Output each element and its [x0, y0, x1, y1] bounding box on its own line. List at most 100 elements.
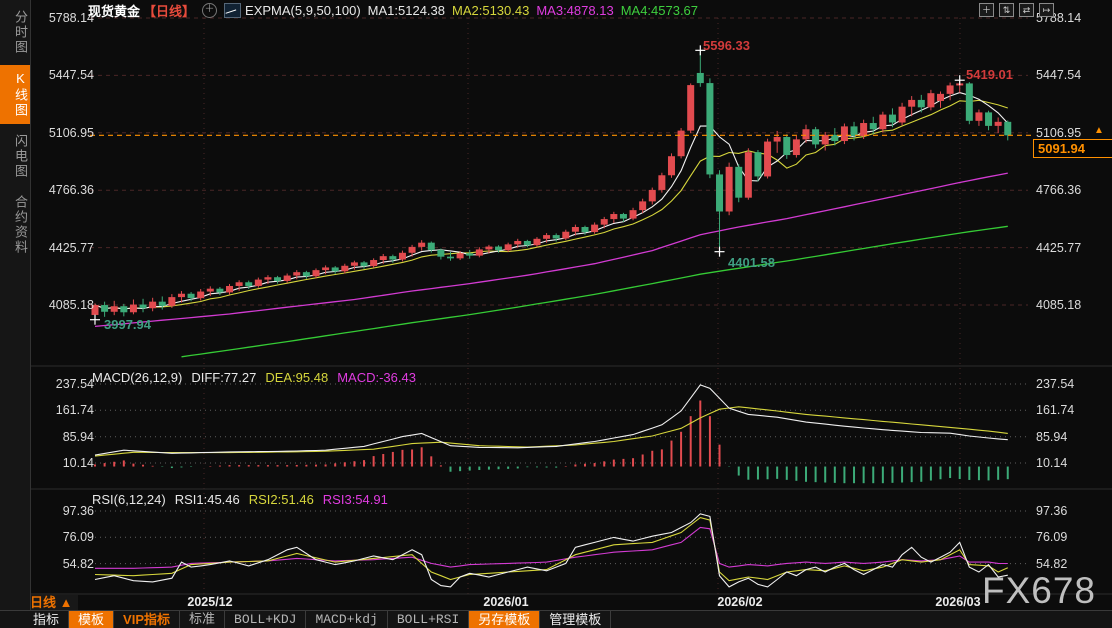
crosshair-icon[interactable]: ＋ [979, 3, 994, 17]
main-axis-label-right: 5447.54 [1036, 68, 1082, 83]
expma-chart-icon [224, 2, 242, 18]
toolbar-tab-6[interactable]: BOLL+RSI [388, 611, 470, 628]
macd-dea-line [94, 406, 1008, 457]
main-axis-label-left: 5106.95 [48, 125, 94, 140]
rsi-axis-label-right: 76.09 [1036, 530, 1068, 545]
toolbar-tab-4[interactable]: BOLL+KDJ [225, 611, 307, 628]
macd-axis-label-left: 85.94 [62, 429, 94, 444]
toolbar-tab-7[interactable]: 另存模板 [469, 611, 541, 628]
candle-body [792, 139, 800, 156]
candle-body [543, 235, 551, 239]
ma3-line [94, 172, 1008, 328]
symbol-title: 现货黄金 [88, 3, 141, 19]
candle-body [610, 214, 618, 220]
candle-body [235, 282, 243, 286]
rsi-axis-label-left: 97.36 [62, 504, 94, 518]
candle-body [687, 85, 695, 131]
ma4-value: MA4:4573.67 [620, 2, 699, 18]
toolbar-tab-0[interactable]: 指标 [24, 611, 70, 628]
candle-body [293, 272, 301, 276]
candle-body [619, 214, 627, 219]
candle-body [158, 301, 166, 306]
candle-body [812, 129, 820, 145]
candle-body [177, 293, 185, 298]
period-selector[interactable]: 日线 ▲ [24, 595, 79, 610]
candle-body [600, 219, 608, 225]
toolbar-tab-1[interactable]: 模板 [69, 611, 115, 628]
macd-axis-label-right: 237.54 [1036, 377, 1075, 391]
candle-body [398, 252, 406, 260]
candle-body [408, 246, 416, 253]
sidebar-item-0[interactable]: 分时图 [13, 10, 28, 55]
candle-body [994, 121, 1002, 126]
candle-body [937, 93, 945, 101]
candle-body [302, 272, 310, 277]
chart-header: 现货黄金 【日线】 ＋ EXPMA(5,9,50,100) MA1:5124.3… [88, 2, 699, 19]
candle-body [245, 282, 253, 286]
main-axis-label-left: 4766.36 [48, 183, 94, 198]
candle-body [168, 297, 176, 306]
rsi2-value: RSI2:51.46 [248, 492, 314, 507]
time-axis: 日线 ▲ 2025/12 2026/01 2026/02 2026/03 [0, 595, 1112, 610]
candle-body [744, 152, 752, 198]
candle-body [110, 306, 118, 312]
candle-body [840, 126, 848, 142]
candle-body [802, 129, 810, 140]
candle-body [888, 114, 896, 123]
rsi3-value: RSI3:54.91 [322, 492, 388, 507]
candle-body [716, 174, 724, 212]
rsi-axis-label-right: 54.82 [1036, 556, 1068, 571]
add-indicator-icon[interactable]: ＋ [202, 2, 218, 18]
sidebar-item-3[interactable]: 合约资料 [13, 195, 28, 255]
price-annotation: 4401.58 [728, 255, 775, 270]
macd-axis-label-right: 161.74 [1036, 403, 1075, 418]
main-axis-label-left: 5788.14 [48, 11, 94, 25]
x-axis-scale-icon[interactable]: ⇄ [1019, 3, 1034, 17]
candle-body [975, 112, 983, 121]
toolbar-tab-5[interactable]: MACD+kdj [306, 611, 388, 628]
macd-diff-line [94, 384, 1008, 456]
candle-body [860, 123, 868, 136]
toolbar-tab-3[interactable]: 标准 [180, 611, 226, 628]
ma2-value: MA2:5130.43 [452, 2, 530, 18]
candle-body [120, 306, 128, 313]
candle-body [696, 72, 704, 84]
sidebar-item-1[interactable]: K线图 [0, 65, 30, 124]
candle-body [735, 166, 743, 198]
candle-body [898, 106, 906, 123]
candle-body [831, 134, 839, 142]
candle-body [725, 166, 733, 212]
candle-body [283, 275, 291, 281]
candle-body [379, 256, 387, 261]
pan-right-icon[interactable]: ↦ [1039, 3, 1054, 17]
macd-diff-value: DIFF:77.27 [191, 370, 257, 385]
candle-body [370, 260, 378, 267]
candle-body [101, 305, 109, 312]
rsi1-value: RSI1:45.46 [174, 492, 240, 507]
candle-body [821, 134, 829, 145]
candle-body [667, 156, 675, 176]
rsi2-line [94, 516, 1009, 582]
y-axis-scale-icon[interactable]: ⇅ [999, 3, 1014, 17]
candle-body [773, 137, 781, 142]
candle-body [927, 93, 935, 108]
candle-body [312, 270, 320, 277]
candle-body [331, 267, 339, 272]
toolbar-tab-8[interactable]: 管理模板 [540, 611, 612, 628]
rsi-axis-label-left: 76.09 [62, 530, 94, 545]
candle-body [591, 224, 599, 233]
ma4-line [181, 225, 1008, 358]
macd-header: MACD(26,12,9) DIFF:77.27 DEA:95.48 MACD:… [92, 370, 416, 385]
price-annotation: 5596.33 [703, 38, 750, 53]
macd-name: MACD(26,12,9) [92, 370, 183, 385]
candle-body [187, 293, 195, 299]
candle-body [754, 152, 762, 177]
toolbar-tab-2[interactable]: VIP指标 [114, 611, 180, 628]
candle-body [206, 288, 214, 292]
rsi-header: RSI(6,12,24) RSI1:45.46 RSI2:51.46 RSI3:… [92, 492, 388, 507]
sidebar-item-2[interactable]: 闪电图 [13, 134, 28, 179]
candle-body [658, 175, 666, 190]
macd-axis-label-left: 10.14 [62, 456, 94, 470]
